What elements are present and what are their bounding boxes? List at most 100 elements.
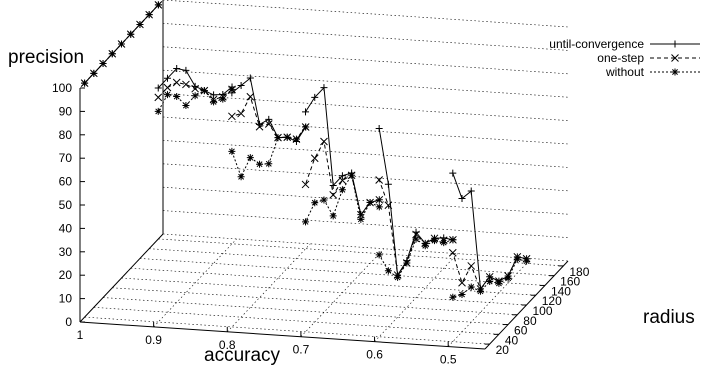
radius-tick-label: 120 xyxy=(542,294,562,308)
floor-gridline-radius xyxy=(158,238,564,267)
legend-label-1: one-step xyxy=(597,51,644,65)
series-0-point xyxy=(302,123,310,131)
series-0-point xyxy=(145,11,153,19)
back-wall-gridline xyxy=(162,0,569,28)
left-floor-edge xyxy=(79,233,164,323)
series-2-point xyxy=(357,215,365,223)
series-1-point xyxy=(320,137,328,146)
series-2-point xyxy=(440,239,448,247)
series-1-point xyxy=(458,278,466,287)
series-0-point xyxy=(191,82,199,90)
series-2-line-5 xyxy=(452,258,527,298)
series-1-point xyxy=(172,78,181,87)
series-0-point xyxy=(127,30,135,38)
series-0-point xyxy=(523,255,531,263)
precision-tick-label: 70 xyxy=(59,151,73,165)
series-0-point xyxy=(154,1,162,9)
series-0-point xyxy=(421,239,429,247)
series-0-point xyxy=(136,20,144,28)
series-0-point xyxy=(219,90,227,98)
series-0-point xyxy=(154,84,162,92)
radius-tick-label: 80 xyxy=(523,314,537,328)
series-0-point xyxy=(513,253,521,261)
precision-tick-label: 50 xyxy=(59,198,73,212)
floor-gridline-radius xyxy=(103,297,509,325)
y-axis-title: radius xyxy=(643,307,695,328)
series-2-point xyxy=(458,290,466,298)
legend-label-0: until-convergence xyxy=(549,37,644,51)
series-0-point xyxy=(403,257,411,265)
precision-tick-label: 80 xyxy=(59,128,73,142)
series-2-point xyxy=(265,160,273,168)
series-0-point xyxy=(237,81,245,89)
series-2-point xyxy=(329,212,337,220)
series-0-point xyxy=(118,40,125,48)
series-0-point xyxy=(329,182,337,190)
floor-gridline-radius xyxy=(93,307,499,335)
series-0-point xyxy=(504,272,512,280)
series-0-point xyxy=(458,194,466,202)
series-2-point xyxy=(237,173,245,181)
accuracy-tick-label: 0.6 xyxy=(366,348,383,362)
back-wall-gridline xyxy=(162,210,569,238)
back-wall-gridline xyxy=(162,233,569,262)
series-0-point xyxy=(311,93,319,101)
x-axis-title: accuracy xyxy=(204,345,281,366)
radius-tick-label: 180 xyxy=(569,265,589,279)
series-2-point xyxy=(302,218,310,226)
series-1-point xyxy=(163,83,172,92)
series-0-point xyxy=(467,187,475,195)
series-0-line-3 xyxy=(305,86,380,216)
series-0-point xyxy=(430,234,438,242)
series-1-point xyxy=(467,262,476,270)
back-wall-gridline xyxy=(162,140,569,168)
series-1-point xyxy=(264,120,273,128)
series-1-point xyxy=(237,109,245,118)
series-1-point xyxy=(182,80,190,89)
series-1-line-4 xyxy=(378,179,453,277)
front-accuracy-axis xyxy=(79,321,486,350)
series-2-point xyxy=(182,101,190,109)
series-1-point xyxy=(329,191,338,199)
series-0-point xyxy=(99,60,107,68)
series-0-point xyxy=(265,115,273,123)
accuracy-tick-label: 0.9 xyxy=(145,333,162,347)
back-wall-gridline xyxy=(162,186,569,215)
accuracy-tick-label: 0.5 xyxy=(440,353,457,367)
series-0-point xyxy=(366,199,374,207)
series-0-point xyxy=(348,169,356,177)
precision-tick-label: 90 xyxy=(59,104,73,118)
legend-swatch-marker-0 xyxy=(671,40,679,48)
floor-gridline-radius xyxy=(130,267,536,296)
series-2-point xyxy=(449,293,457,301)
series-0-point xyxy=(90,69,98,77)
accuracy-tick-label: 1 xyxy=(77,328,84,342)
series-1-point xyxy=(154,93,163,102)
legend-label-2: without xyxy=(605,65,645,79)
series-2-point xyxy=(256,160,264,168)
radius-tick-label: 100 xyxy=(533,304,553,318)
series-2-point xyxy=(338,186,346,194)
series-2-point xyxy=(375,251,383,259)
series-0-point xyxy=(440,234,448,242)
series-2-point xyxy=(219,95,227,103)
series-0-point xyxy=(210,91,218,99)
series-1-point xyxy=(448,248,457,257)
radius-tick-label: 40 xyxy=(505,333,519,347)
series-1-point xyxy=(310,154,319,163)
legend-swatch-marker-1 xyxy=(671,54,679,62)
series-2-point xyxy=(191,92,199,100)
series-0-point xyxy=(182,66,190,74)
series-0-point xyxy=(283,133,291,141)
series-0-point xyxy=(108,50,116,58)
series-2-point xyxy=(320,196,328,204)
series-0-point xyxy=(449,169,457,177)
series-2-point xyxy=(210,98,218,106)
series-2-line-3 xyxy=(305,173,380,223)
series-0-point xyxy=(486,273,494,281)
tick-layer: 0 10 20 30 40 50 60 70 80 90 100 1 0.9 0.8 0.7 0.6 0.5 20… xyxy=(52,81,590,367)
floor-gridline-radius xyxy=(139,258,545,286)
series-0-point xyxy=(449,236,457,244)
legend: until-convergence one-step without xyxy=(549,37,700,79)
